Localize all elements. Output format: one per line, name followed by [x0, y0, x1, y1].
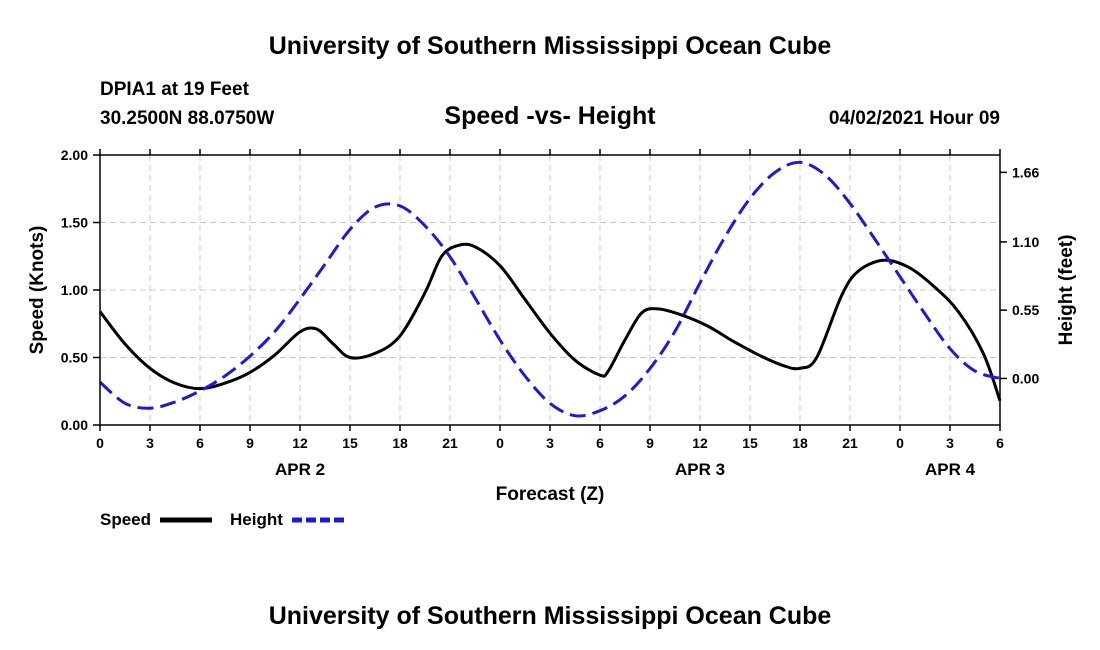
x-tick-label: 0	[496, 435, 504, 451]
y2-tick-label: 0.55	[1012, 302, 1039, 318]
y2-axis-label: Height (feet)	[1056, 235, 1077, 346]
legend-label-height: Height	[230, 510, 283, 529]
y-axis-label: Speed (Knots)	[27, 226, 48, 355]
chart-title: Speed -vs- Height	[444, 102, 656, 130]
x-tick-label: 3	[946, 435, 954, 451]
date-label: APR 4	[925, 460, 976, 479]
station-coords: 30.2500N 88.0750W	[100, 108, 274, 129]
date-label: APR 3	[675, 460, 725, 479]
x-tick-label: 18	[392, 435, 408, 451]
y2-tick-label: 0.00	[1012, 370, 1039, 386]
y2-tick-label: 1.10	[1012, 234, 1039, 250]
x-tick-label: 21	[442, 435, 458, 451]
x-tick-label: 6	[196, 435, 204, 451]
x-tick-label: 0	[896, 435, 904, 451]
date-label: APR 2	[275, 460, 325, 479]
page-title: University of Southern Mississippi Ocean…	[269, 32, 832, 60]
x-tick-label: 9	[646, 435, 654, 451]
footer-title: University of Southern Mississippi Ocean…	[269, 602, 832, 630]
x-tick-label: 18	[792, 435, 808, 451]
x-tick-label: 12	[292, 435, 308, 451]
y2-tick-label: 1.66	[1012, 164, 1039, 180]
station-label: DPIA1 at 19 Feet	[100, 79, 250, 100]
y-tick-label: 2.00	[61, 147, 88, 163]
forecast-datetime: 04/02/2021 Hour 09	[829, 108, 1000, 129]
axes: 0 3 6 9 12 15 18 21 0 3 6 9 12 15 18 21 0 3 6 0.00 0.50 1.00 1…	[61, 147, 1040, 479]
x-tick-label: 6	[596, 435, 604, 451]
speed-series-line	[98, 242, 1002, 402]
x-tick-label: 3	[146, 435, 154, 451]
grid	[100, 155, 1000, 425]
x-tick-label: 6	[996, 435, 1004, 451]
x-tick-label: 21	[842, 435, 858, 451]
x-tick-label: 3	[546, 435, 554, 451]
x-tick-label: 0	[96, 435, 104, 451]
legend-label-speed: Speed	[100, 510, 151, 529]
series-group	[98, 160, 1002, 418]
x-tick-label: 15	[342, 435, 358, 451]
x-tick-label: 9	[246, 435, 254, 451]
legend: Speed Height	[100, 510, 344, 529]
y-tick-label: 0.50	[61, 350, 88, 366]
x-axis-label: Forecast (Z)	[496, 484, 605, 505]
height-series-line	[99, 160, 1001, 418]
y-tick-label: 0.00	[61, 417, 88, 433]
x-tick-label: 15	[742, 435, 758, 451]
y-tick-label: 1.50	[61, 215, 88, 231]
y-tick-label: 1.00	[61, 282, 88, 298]
x-tick-label: 12	[692, 435, 708, 451]
